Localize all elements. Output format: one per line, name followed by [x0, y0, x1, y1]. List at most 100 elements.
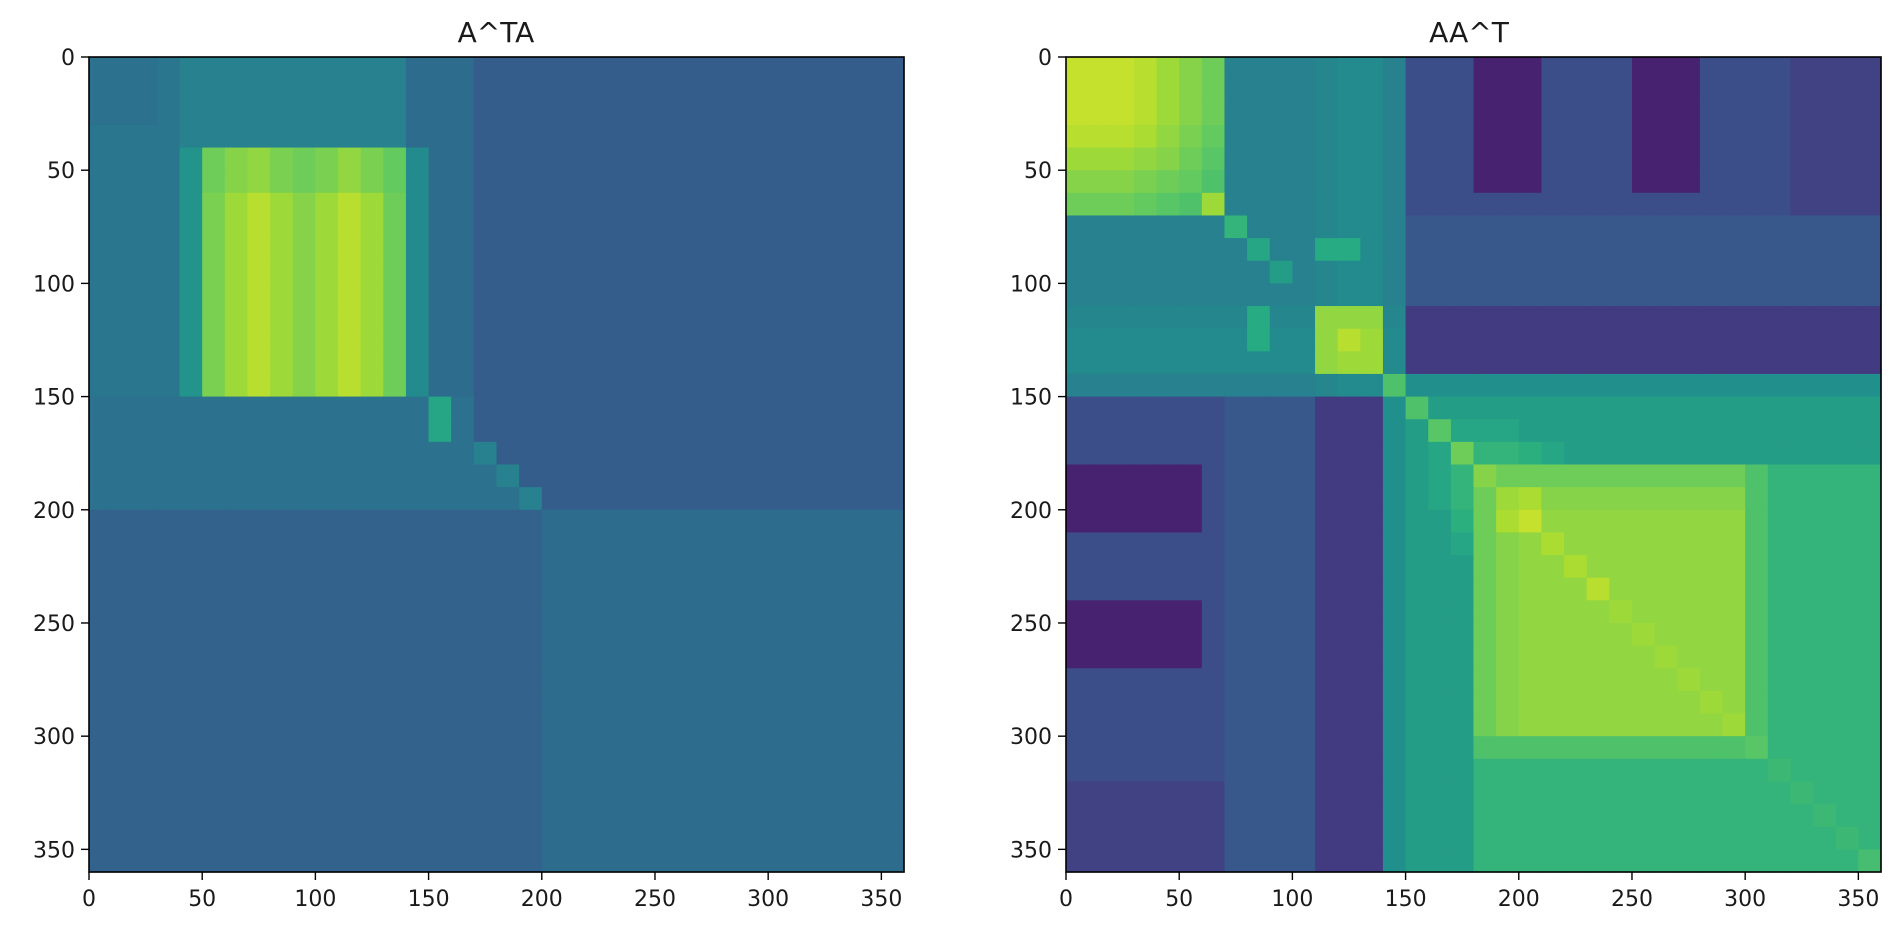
heatmap-cell: [722, 532, 747, 556]
heatmap-cell: [1564, 487, 1588, 511]
heatmap-cell: [1269, 283, 1293, 307]
heatmap-cell: [1813, 577, 1837, 601]
heatmap-cell: [1405, 124, 1429, 149]
heatmap-cell: [473, 373, 498, 398]
heatmap-cell: [1428, 306, 1452, 330]
heatmap-cell: [1722, 396, 1746, 420]
heatmap-cell: [89, 532, 113, 556]
heatmap-cell: [1835, 306, 1859, 330]
heatmap-cell: [1699, 57, 1724, 81]
heatmap-cell: [428, 215, 452, 239]
heatmap-cell: [383, 124, 407, 149]
heatmap-cell: [1518, 192, 1543, 217]
heatmap-cell: [1179, 102, 1203, 126]
heatmap-cell: [1269, 79, 1293, 103]
heatmap-cell: [519, 509, 543, 534]
heatmap-cell: [609, 532, 633, 556]
heatmap-cell: [813, 306, 837, 330]
heatmap-cell: [247, 396, 271, 420]
heatmap-cell: [1835, 124, 1859, 149]
heatmap-cell: [790, 441, 815, 466]
heatmap-cell: [1654, 124, 1678, 149]
heatmap-cell: [1496, 170, 1520, 194]
heatmap-cell: [1790, 79, 1814, 103]
heatmap-cell: [1654, 373, 1678, 398]
heatmap-cell: [383, 419, 407, 443]
heatmap-cell: [473, 690, 498, 715]
heatmap-cell: [292, 351, 316, 375]
heatmap-cell: [745, 192, 769, 217]
heatmap-cell: [247, 102, 271, 126]
heatmap-cell: [360, 826, 384, 850]
heatmap-cell: [1360, 826, 1384, 850]
heatmap-cell: [1473, 192, 1497, 217]
heatmap-cell: [587, 283, 611, 307]
heatmap-cell: [1609, 147, 1633, 171]
heatmap-cell: [1541, 215, 1565, 239]
heatmap-cell: [496, 102, 520, 126]
heatmap-cell: [1609, 577, 1633, 601]
heatmap-cell: [1767, 713, 1792, 737]
heatmap-cell: [496, 555, 520, 579]
heatmap-cell: [383, 622, 407, 647]
heatmap-cell: [1541, 600, 1565, 624]
heatmap-cell: [654, 600, 679, 624]
heatmap-cell: [1066, 622, 1090, 647]
heatmap-cell: [473, 396, 498, 420]
heatmap-cell: [1337, 781, 1361, 805]
heatmap-cell: [1790, 441, 1814, 466]
heatmap-cell: [89, 79, 113, 103]
heatmap-cell: [1564, 532, 1588, 556]
heatmap-cell: [722, 328, 747, 352]
heatmap-cell: [519, 804, 543, 828]
heatmap-cell: [1699, 419, 1724, 443]
heatmap-cell: [1541, 328, 1565, 352]
heatmap-cell: [1405, 351, 1429, 375]
heatmap-cell: [1767, 328, 1792, 352]
heatmap-cell: [677, 758, 701, 783]
heatmap-cell: [1292, 758, 1316, 783]
heatmap-cell: [1609, 79, 1633, 103]
heatmap-cell: [134, 419, 158, 443]
heatmap-cell: [270, 57, 294, 81]
heatmap-cell: [722, 826, 747, 850]
heatmap-cell: [428, 690, 452, 715]
heatmap-cell: [1269, 804, 1293, 828]
heatmap-cell: [292, 215, 316, 239]
heatmap-cell: [292, 147, 316, 171]
heatmap-cell: [405, 260, 430, 284]
heatmap-cell: [224, 441, 249, 466]
heatmap-cell: [1858, 577, 1882, 601]
heatmap-cell: [292, 804, 316, 828]
heatmap-cell: [1699, 147, 1724, 171]
heatmap-cell: [1496, 509, 1520, 534]
heatmap-cell: [700, 441, 724, 466]
heatmap-cell: [1450, 238, 1475, 262]
heatmap-cell: [722, 170, 747, 194]
heatmap-cell: [519, 260, 543, 284]
heatmap-cell: [179, 328, 203, 352]
heatmap-cell: [247, 351, 271, 375]
heatmap-cell: [700, 736, 724, 760]
heatmap-cell: [338, 238, 362, 262]
heatmap-cell: [1156, 102, 1180, 126]
heatmap-cell: [224, 192, 249, 217]
heatmap-cell: [1790, 555, 1814, 579]
heatmap-cell: [587, 690, 611, 715]
heatmap-cell: [813, 464, 837, 488]
heatmap-cell: [1382, 102, 1407, 126]
heatmap-cell: [360, 170, 384, 194]
heatmap-cell: [1473, 713, 1497, 737]
heatmap-cell: [1858, 690, 1882, 715]
heatmap-cell: [179, 849, 203, 873]
x-axis-ata: 0 50 100 150 200 250 300 350: [82, 872, 902, 912]
heatmap-cell: [1201, 736, 1226, 760]
heatmap-cell: [1654, 102, 1678, 126]
heatmap-cell: [338, 419, 362, 443]
heatmap-cell: [1428, 373, 1452, 398]
heatmap-cell: [609, 849, 633, 873]
heatmap-cell: [768, 781, 792, 805]
heatmap-cell: [677, 736, 701, 760]
heatmap-cell: [1586, 306, 1610, 330]
heatmap-cell: [1790, 464, 1814, 488]
